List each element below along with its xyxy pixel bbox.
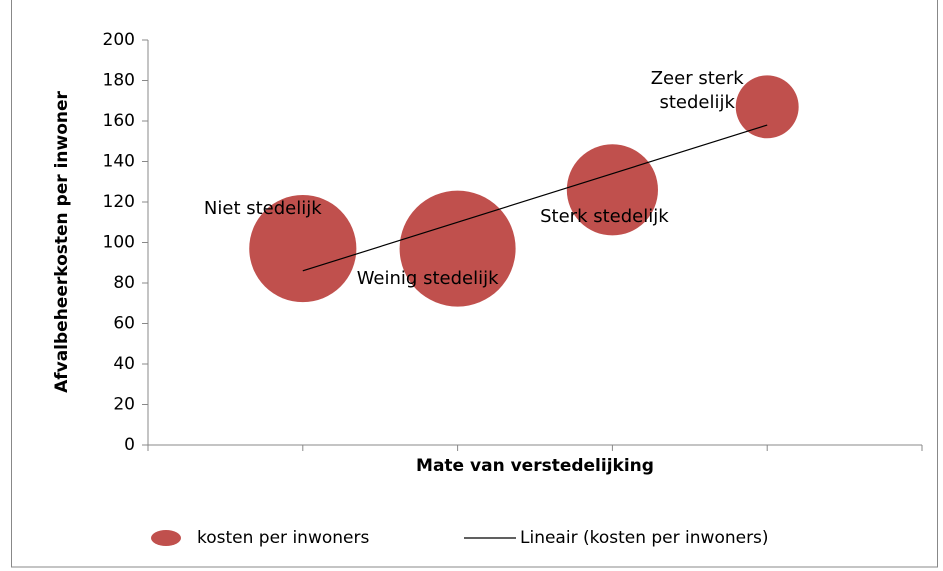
y-tick-label: 60 <box>113 314 135 334</box>
chart-frame <box>11 0 938 568</box>
data-label: Niet stedelijk <box>203 197 322 219</box>
y-tick-label: 100 <box>103 233 135 253</box>
legend-label: kosten per inwoners <box>197 528 369 548</box>
y-tick-label: 180 <box>103 71 135 91</box>
y-tick-label: 120 <box>103 192 135 212</box>
y-tick-label: 40 <box>113 354 135 374</box>
y-tick-label: 140 <box>103 152 135 172</box>
trendline <box>302 124 768 272</box>
data-label: Weinig stedelijk <box>356 267 499 289</box>
y-axis-title: Afvalbeheerkosten per inwoner <box>52 90 72 392</box>
y-tick-label: 160 <box>103 111 135 131</box>
y-tick-label: 20 <box>113 395 135 415</box>
legend-swatch <box>151 530 181 546</box>
legend-label: Lineair (kosten per inwoners) <box>520 528 769 548</box>
bubble <box>735 75 799 139</box>
bubble <box>249 195 357 303</box>
y-tick-label: 0 <box>124 435 135 455</box>
y-tick-label: 200 <box>103 30 135 50</box>
data-label: Zeer sterk stedelijk <box>650 67 744 113</box>
data-label: Sterk stedelijk <box>540 205 669 227</box>
bubble <box>399 190 516 307</box>
y-tick-label: 80 <box>113 273 135 293</box>
x-axis-title: Mate van verstedelijking <box>416 456 654 476</box>
